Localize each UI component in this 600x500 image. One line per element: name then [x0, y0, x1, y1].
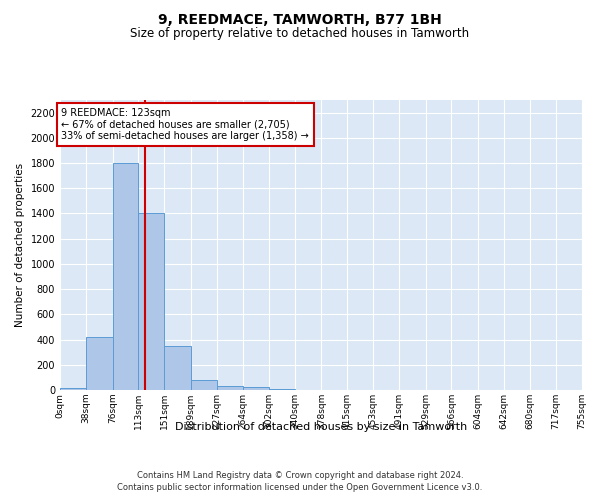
Y-axis label: Number of detached properties: Number of detached properties: [15, 163, 25, 327]
Bar: [164, 346, 191, 390]
Bar: [217, 386, 242, 390]
Text: 9, REEDMACE, TAMWORTH, B77 1BH: 9, REEDMACE, TAMWORTH, B77 1BH: [158, 12, 442, 26]
Bar: [86, 337, 113, 390]
Text: 9 REEDMACE: 123sqm
← 67% of detached houses are smaller (2,705)
33% of semi-deta: 9 REEDMACE: 123sqm ← 67% of detached hou…: [61, 108, 309, 141]
Text: Distribution of detached houses by size in Tamworth: Distribution of detached houses by size …: [175, 422, 467, 432]
Text: Size of property relative to detached houses in Tamworth: Size of property relative to detached ho…: [130, 28, 470, 40]
Bar: [242, 388, 269, 390]
Bar: [113, 163, 138, 390]
Bar: [60, 388, 86, 390]
Bar: [138, 214, 164, 390]
Bar: [191, 380, 217, 390]
Text: Contains HM Land Registry data © Crown copyright and database right 2024.: Contains HM Land Registry data © Crown c…: [137, 471, 463, 480]
Text: Contains public sector information licensed under the Open Government Licence v3: Contains public sector information licen…: [118, 484, 482, 492]
